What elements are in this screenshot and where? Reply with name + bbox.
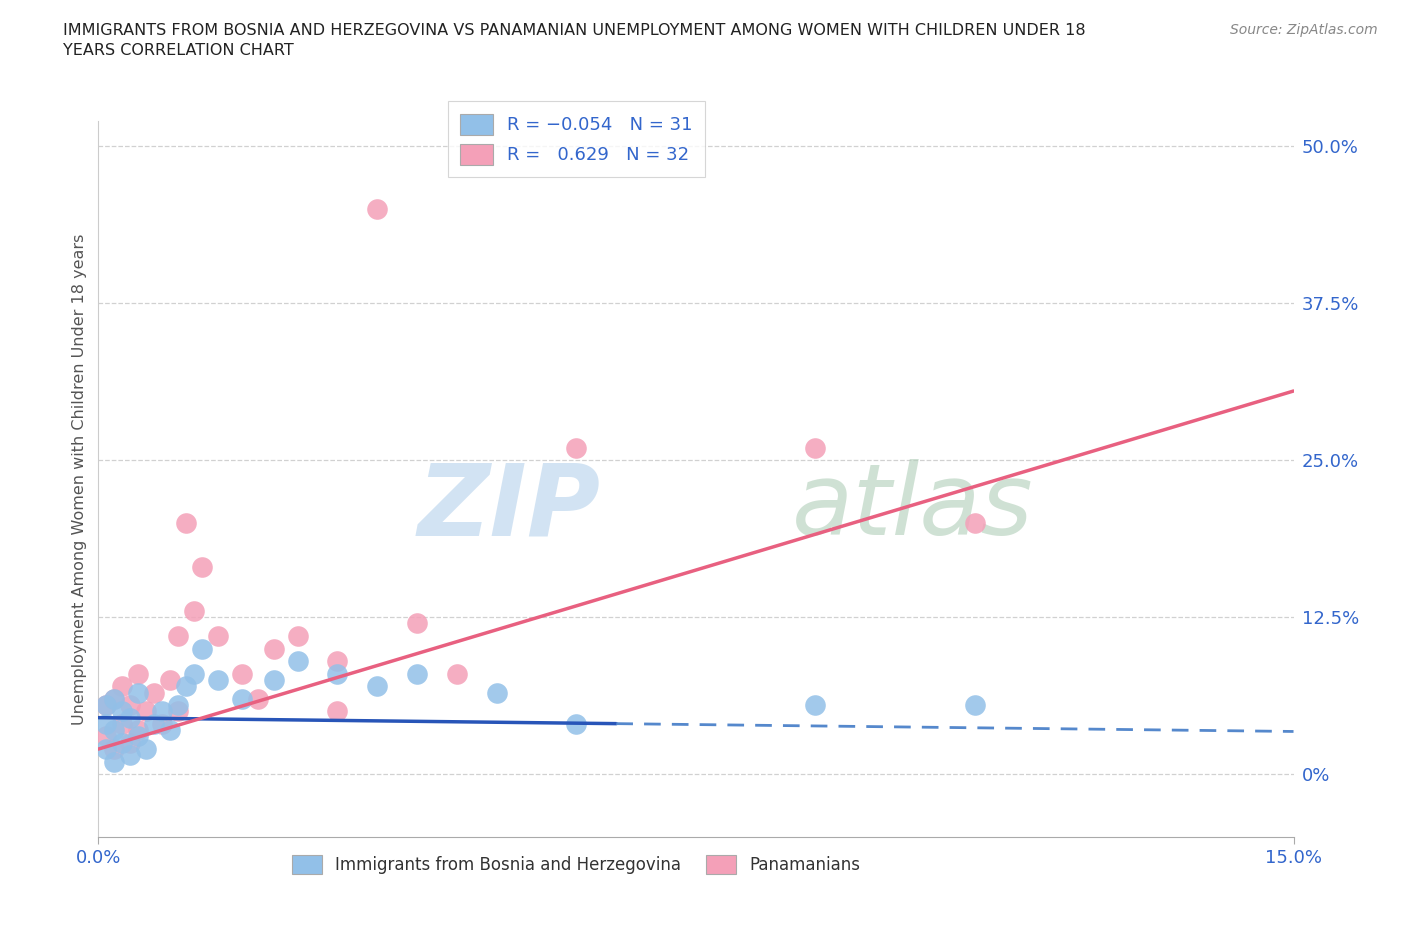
Point — [231, 666, 253, 681]
Point — [103, 691, 125, 706]
Point — [174, 515, 197, 530]
Point — [207, 629, 229, 644]
Point — [167, 704, 190, 719]
Point — [96, 729, 118, 744]
Point — [96, 716, 118, 731]
Point — [96, 698, 118, 712]
Point — [167, 698, 190, 712]
Point — [246, 691, 269, 706]
Point — [111, 736, 134, 751]
Point — [366, 679, 388, 694]
Point — [127, 723, 149, 737]
Text: IMMIGRANTS FROM BOSNIA AND HERZEGOVINA VS PANAMANIAN UNEMPLOYMENT AMONG WOMEN WI: IMMIGRANTS FROM BOSNIA AND HERZEGOVINA V… — [63, 23, 1085, 58]
Point — [127, 666, 149, 681]
Point — [159, 723, 181, 737]
Point — [406, 616, 429, 631]
Point — [143, 685, 166, 700]
Point — [183, 604, 205, 618]
Point — [326, 704, 349, 719]
Point — [103, 754, 125, 769]
Point — [167, 629, 190, 644]
Point — [96, 741, 118, 756]
Point — [263, 672, 285, 687]
Y-axis label: Unemployment Among Women with Children Under 18 years: Unemployment Among Women with Children U… — [72, 233, 87, 724]
Point — [804, 440, 827, 455]
Point — [446, 666, 468, 681]
Point — [207, 672, 229, 687]
Point — [287, 629, 309, 644]
Point — [135, 704, 157, 719]
Point — [96, 698, 118, 712]
Point — [135, 741, 157, 756]
Point — [231, 691, 253, 706]
Point — [183, 666, 205, 681]
Point — [287, 654, 309, 669]
Point — [120, 711, 142, 725]
Point — [103, 691, 125, 706]
Point — [804, 698, 827, 712]
Point — [406, 666, 429, 681]
Text: atlas: atlas — [792, 459, 1033, 556]
Point — [191, 560, 214, 575]
Point — [263, 641, 285, 656]
Point — [127, 729, 149, 744]
Point — [127, 685, 149, 700]
Text: ZIP: ZIP — [418, 459, 600, 556]
Point — [565, 440, 588, 455]
Point — [103, 723, 125, 737]
Point — [565, 716, 588, 731]
Point — [120, 698, 142, 712]
Point — [326, 654, 349, 669]
Point — [120, 736, 142, 751]
Legend: Immigrants from Bosnia and Herzegovina, Panamanians: Immigrants from Bosnia and Herzegovina, … — [284, 846, 869, 883]
Point — [150, 704, 173, 719]
Point — [150, 716, 173, 731]
Point — [111, 679, 134, 694]
Point — [159, 672, 181, 687]
Point — [143, 716, 166, 731]
Point — [963, 515, 986, 530]
Point — [326, 666, 349, 681]
Point — [111, 704, 134, 719]
Point — [191, 641, 214, 656]
Point — [366, 202, 388, 217]
Text: Source: ZipAtlas.com: Source: ZipAtlas.com — [1230, 23, 1378, 37]
Point — [174, 679, 197, 694]
Point — [103, 741, 125, 756]
Point — [963, 698, 986, 712]
Point — [120, 748, 142, 763]
Point — [485, 685, 508, 700]
Point — [111, 716, 134, 731]
